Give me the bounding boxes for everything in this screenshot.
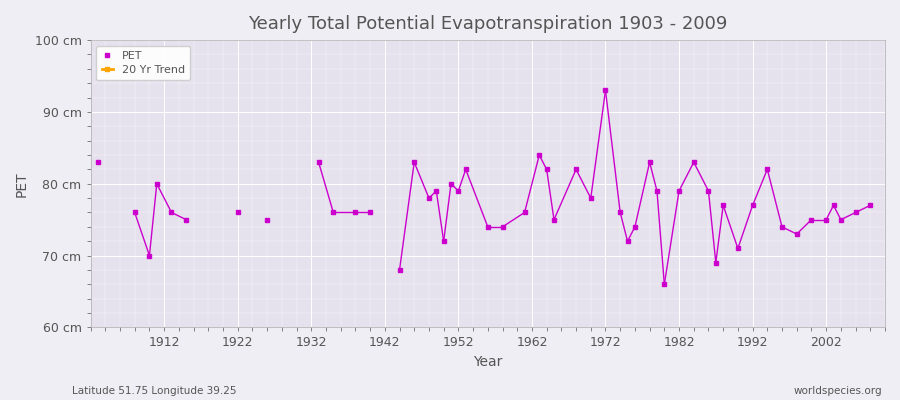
PET — [93, 160, 104, 165]
PET — [850, 210, 861, 215]
PET — [438, 239, 449, 244]
PET — [364, 210, 375, 215]
Title: Yearly Total Potential Evapotranspiration 1903 - 2009: Yearly Total Potential Evapotranspiratio… — [248, 15, 727, 33]
PET — [431, 188, 442, 193]
Y-axis label: PET: PET — [15, 171, 29, 196]
Legend: PET, 20 Yr Trend: PET, 20 Yr Trend — [96, 46, 191, 80]
PET — [865, 203, 876, 208]
Line: PET: PET — [96, 89, 872, 286]
X-axis label: Year: Year — [473, 355, 502, 369]
PET — [710, 260, 721, 265]
PET — [600, 88, 611, 93]
PET — [659, 282, 670, 287]
Text: worldspecies.org: worldspecies.org — [794, 386, 882, 396]
Text: Latitude 51.75 Longitude 39.25: Latitude 51.75 Longitude 39.25 — [72, 386, 237, 396]
PET — [673, 188, 684, 193]
